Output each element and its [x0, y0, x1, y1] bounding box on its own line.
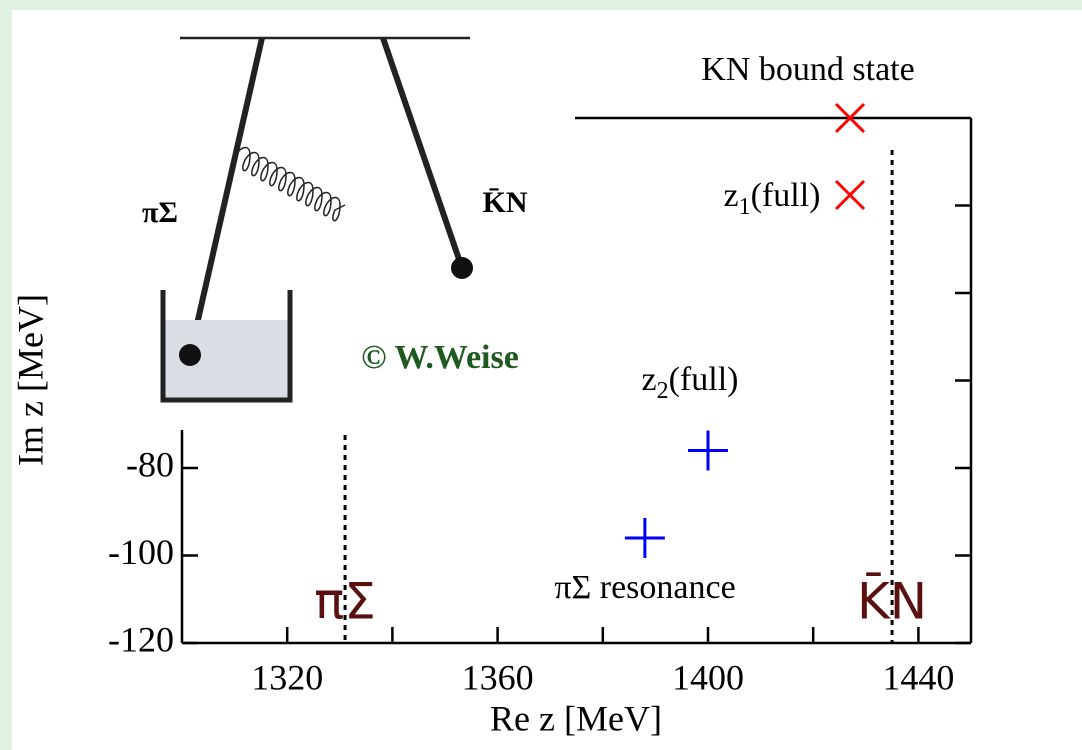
marker [834, 102, 866, 134]
y-axis-title: Im z [MeV] [10, 294, 50, 466]
x-tick-label: 1360 [462, 657, 534, 697]
point-label-part: z [724, 177, 739, 214]
threshold-label: πΣ [314, 573, 376, 631]
point-label-part: 1 [739, 194, 751, 220]
diagram-label: πΣ [142, 196, 178, 229]
y-tick-label: -120 [108, 619, 174, 659]
point-label-part: (full) [751, 177, 821, 214]
point-label-part: KN bound state [701, 51, 914, 88]
point-label-part: (full) [669, 361, 739, 398]
gluon [235, 146, 346, 222]
marker [688, 430, 728, 471]
point-label: z2(full) [642, 361, 739, 404]
y-tick-label: -80 [126, 444, 174, 484]
particle [451, 257, 473, 279]
point [688, 430, 728, 471]
point [834, 102, 866, 134]
threshold-label: K̄N [857, 571, 927, 630]
point-label-part: πΣ resonance [554, 569, 735, 606]
credit: © W.Weise [361, 339, 519, 376]
point-label-part: 2 [657, 378, 669, 404]
x-axis-title: Re z [MeV] [490, 698, 662, 738]
particle [179, 344, 201, 366]
y-tick-label: -100 [108, 532, 174, 572]
x-tick-label: 1400 [672, 657, 744, 697]
marker [834, 179, 866, 211]
diagram-label: K̄N [483, 186, 528, 219]
diagram-leg [187, 37, 265, 356]
point-label-part: z [642, 361, 657, 398]
diagram-leg [380, 37, 465, 269]
x-tick-label: 1440 [882, 657, 954, 697]
point [834, 179, 866, 211]
diagram [160, 36, 473, 403]
point-label: KN bound state [701, 51, 914, 88]
well [160, 290, 293, 403]
point-label: πΣ resonance [554, 569, 735, 606]
point-label: z1(full) [724, 177, 821, 220]
point [624, 518, 665, 558]
marker [624, 518, 665, 558]
x-tick-label: 1320 [251, 657, 323, 697]
